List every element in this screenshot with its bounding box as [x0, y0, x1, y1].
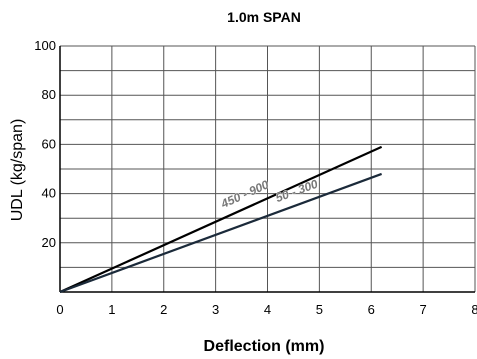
y-tick-label: 60: [42, 136, 56, 151]
x-tick-label: 5: [316, 302, 323, 317]
chart-title: 1.0m SPAN: [227, 9, 301, 25]
y-tick-label: 20: [42, 235, 56, 250]
y-tick-label: 100: [34, 38, 56, 53]
axes: [59, 46, 475, 293]
series-line: [59, 172, 383, 294]
x-tick-label: 6: [368, 302, 375, 317]
x-tick-label: 2: [160, 302, 167, 317]
y-tick-labels: 20 40 60 80 100: [34, 38, 56, 250]
x-tick-label: 7: [420, 302, 427, 317]
x-tick-label: 8: [471, 302, 477, 317]
x-tick-label: 4: [264, 302, 271, 317]
series-lines: [59, 145, 383, 294]
series-label: 450 - 900: [218, 177, 271, 211]
y-tick-label: 40: [42, 186, 56, 201]
x-tick-label: 1: [108, 302, 115, 317]
grid: [60, 45, 476, 292]
x-axis-label: Deflection (mm): [204, 338, 325, 355]
x-tick-labels: 0 1 2 3 4 5 6 7 8: [56, 302, 477, 317]
y-axis-label: UDL (kg/span): [9, 119, 26, 222]
x-tick-label: 3: [212, 302, 219, 317]
series-label: 50 - 300: [274, 177, 320, 205]
x-tick-label: 0: [56, 302, 63, 317]
y-tick-label: 80: [42, 87, 56, 102]
series-line: [59, 145, 383, 294]
